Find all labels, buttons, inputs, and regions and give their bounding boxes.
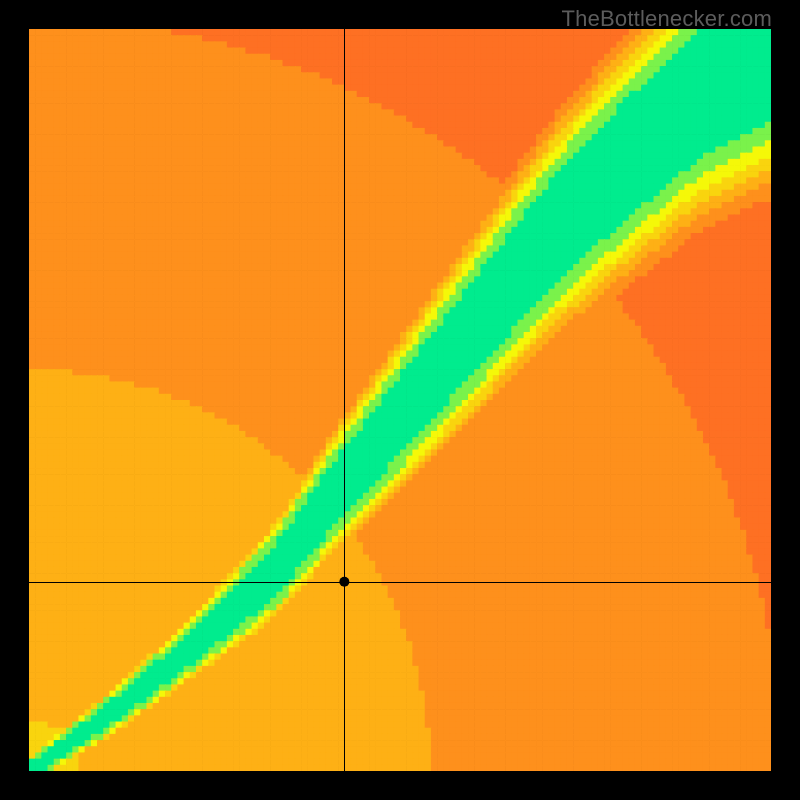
heatmap-canvas — [29, 29, 771, 771]
chart-container: TheBottlenecker.com — [0, 0, 800, 800]
heatmap-chart — [29, 29, 771, 771]
